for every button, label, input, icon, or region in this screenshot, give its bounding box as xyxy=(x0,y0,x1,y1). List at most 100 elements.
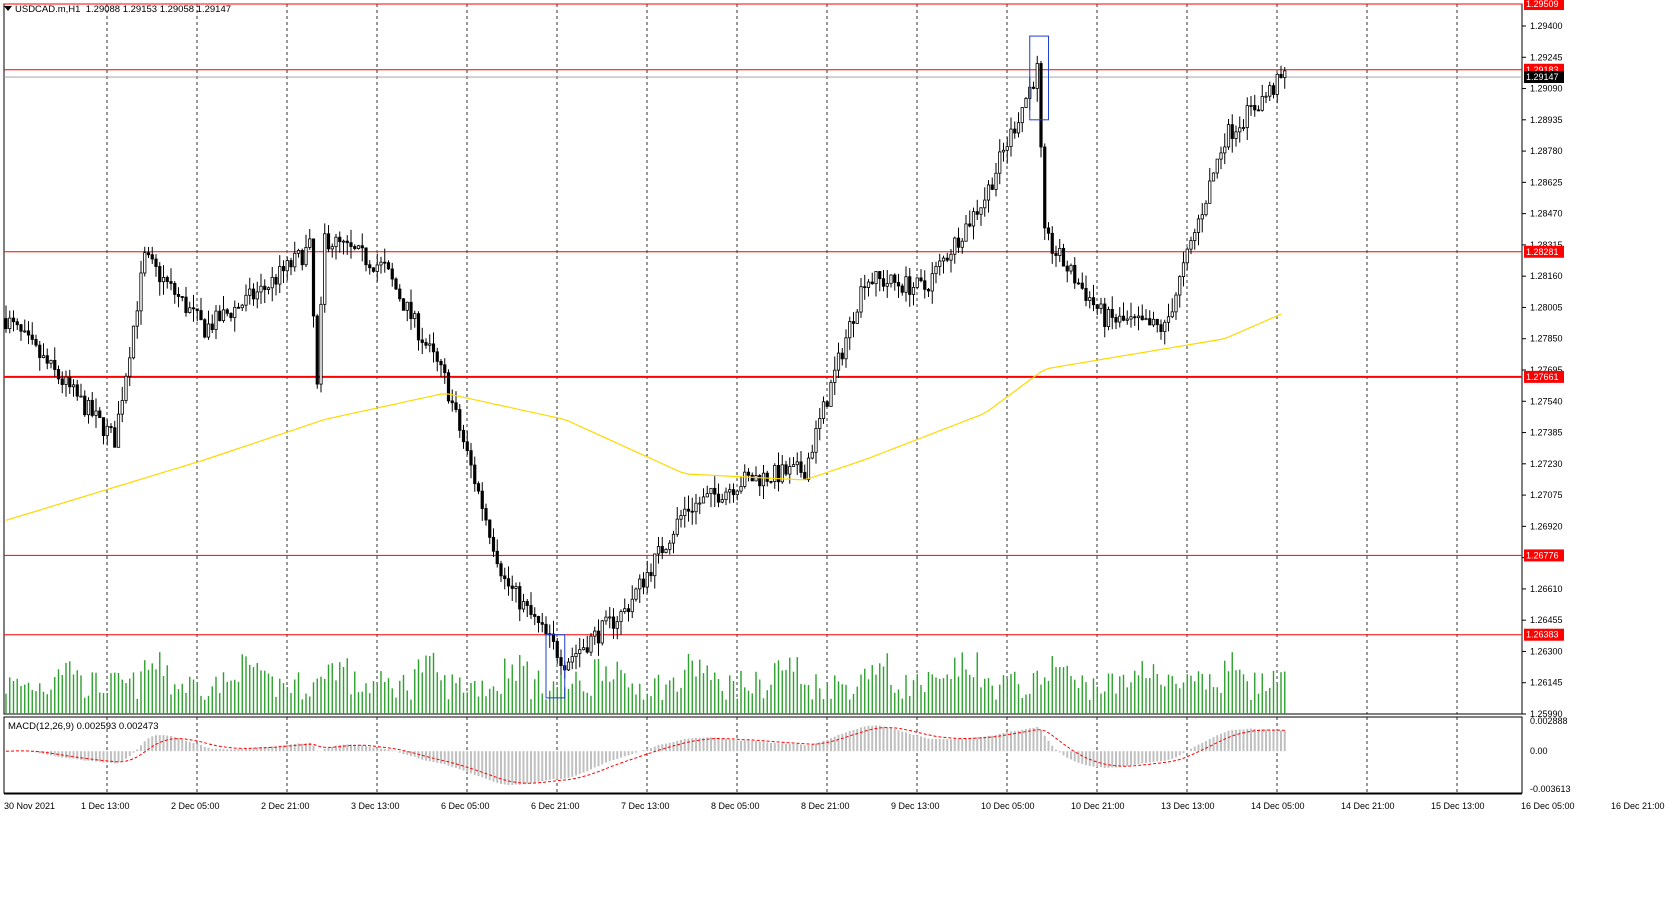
candle-body xyxy=(169,281,173,284)
candle-body xyxy=(1208,180,1212,204)
candle-body xyxy=(109,425,113,429)
candle-body xyxy=(499,563,503,577)
candle-body xyxy=(19,324,23,332)
macd-tick-label: 0.00 xyxy=(1530,746,1548,756)
candle-body xyxy=(473,464,477,485)
candle-body xyxy=(630,598,634,613)
candle-body xyxy=(578,649,582,654)
candle-body xyxy=(379,261,383,266)
price-tick-label: 1.27540 xyxy=(1530,396,1563,406)
candle-body xyxy=(266,287,271,290)
candle-body xyxy=(4,318,8,330)
candle-body xyxy=(405,301,409,311)
candle-body xyxy=(383,261,387,264)
candle-body xyxy=(8,317,12,330)
candle-body xyxy=(458,409,462,431)
level-price-tag xyxy=(1524,370,1564,383)
candle-body xyxy=(353,246,357,249)
candle-body xyxy=(769,480,773,483)
candle-body xyxy=(255,291,259,300)
symbol-dropdown-icon[interactable] xyxy=(4,6,12,11)
macd-signal-line xyxy=(5,727,1285,784)
candle-body xyxy=(1204,202,1208,216)
price-tick-label: 1.29400 xyxy=(1530,21,1563,31)
candle-body xyxy=(330,246,334,250)
candle-body xyxy=(1039,63,1043,148)
candle-body xyxy=(1159,324,1163,332)
candle-body xyxy=(1163,321,1167,332)
candle-body xyxy=(101,417,106,437)
candle-body xyxy=(945,257,949,261)
candle-body xyxy=(878,271,882,280)
price-tick-label: 1.26610 xyxy=(1530,584,1563,594)
annotation-box[interactable] xyxy=(1029,35,1049,121)
candle-body xyxy=(889,274,893,285)
macd-plot-frame xyxy=(3,716,1523,794)
candle-body xyxy=(364,247,368,266)
candle-body xyxy=(454,402,458,410)
candle-body xyxy=(559,657,563,667)
level-price-tag xyxy=(1524,628,1564,641)
price-tick-label: 1.26145 xyxy=(1530,678,1563,688)
price-tick-label: 1.28160 xyxy=(1530,271,1563,281)
candle-body xyxy=(1275,73,1279,95)
candle-body xyxy=(75,384,79,397)
candle-body xyxy=(465,441,469,452)
candle-body xyxy=(1283,70,1287,78)
candle-body xyxy=(690,510,694,513)
candle-body xyxy=(263,285,267,290)
annotation-box[interactable] xyxy=(545,634,566,699)
candle-body xyxy=(83,395,87,416)
candle-body xyxy=(1226,124,1231,148)
candle-body xyxy=(1110,309,1114,318)
candle-body xyxy=(1170,311,1174,318)
candle-body xyxy=(1020,107,1024,124)
candle-body xyxy=(41,355,46,358)
candle-body xyxy=(131,325,136,359)
candle-body xyxy=(371,267,376,272)
candle-body xyxy=(225,309,229,314)
candle-body xyxy=(986,184,991,201)
candle-body xyxy=(930,273,934,292)
candle-body xyxy=(851,321,856,324)
candle-body xyxy=(338,236,342,242)
candle-body xyxy=(1076,282,1081,285)
candle-body xyxy=(953,237,957,255)
candle-body xyxy=(1189,240,1193,250)
candle-body xyxy=(1065,265,1069,272)
candle-body xyxy=(810,451,814,459)
candle-body xyxy=(645,572,649,588)
candle-body xyxy=(435,351,439,362)
candle-body xyxy=(720,499,724,503)
candle-body xyxy=(1155,318,1159,326)
candle-body xyxy=(716,493,721,503)
time-tick-label: 2 Dec 05:00 xyxy=(171,801,220,811)
time-tick-label: 10 Dec 21:00 xyxy=(1071,801,1125,811)
candle-body xyxy=(210,323,214,330)
candle-body xyxy=(413,313,417,320)
candle-body xyxy=(1050,232,1054,254)
candle-body xyxy=(724,491,728,501)
candle-body xyxy=(615,621,619,629)
candle-body xyxy=(49,359,53,364)
candle-body xyxy=(420,339,424,343)
price-tick-label: 1.26455 xyxy=(1530,615,1563,625)
candle-body xyxy=(675,518,679,535)
candle-body xyxy=(765,472,769,482)
candle-body xyxy=(161,277,166,283)
candle-body xyxy=(270,276,274,289)
price-tick-label: 1.28470 xyxy=(1530,209,1563,219)
candle-body xyxy=(1114,317,1118,323)
time-tick-label: 6 Dec 05:00 xyxy=(441,801,490,811)
candle-body xyxy=(956,237,961,248)
candle-body xyxy=(668,542,672,550)
candle-body xyxy=(863,286,867,289)
candle-body xyxy=(821,401,826,419)
candle-body xyxy=(195,308,199,311)
candle-body xyxy=(754,475,758,482)
candle-body xyxy=(915,277,919,288)
candle-body xyxy=(206,323,211,338)
candle-body xyxy=(848,321,852,339)
